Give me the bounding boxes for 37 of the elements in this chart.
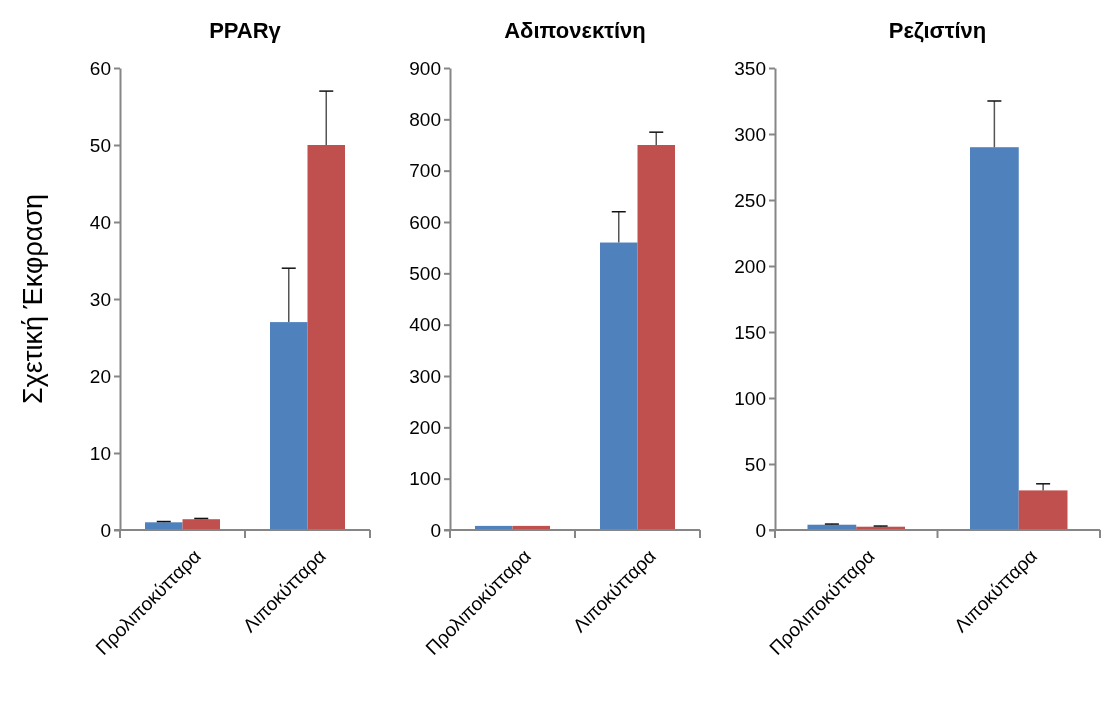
y-tick-label: 350 bbox=[734, 57, 766, 79]
y-tick-label: 300 bbox=[409, 365, 441, 387]
y-tick-label: 50 bbox=[89, 134, 111, 156]
y-tick-label: 300 bbox=[734, 123, 766, 145]
bar bbox=[600, 242, 638, 530]
bar bbox=[307, 145, 345, 530]
y-tick-label: 60 bbox=[89, 57, 111, 79]
bar bbox=[145, 522, 183, 530]
y-tick-label: 150 bbox=[734, 321, 766, 343]
bar bbox=[182, 519, 220, 530]
y-tick-label: 500 bbox=[409, 262, 441, 284]
y-tick-label: 10 bbox=[89, 442, 111, 464]
y-tick-label: 200 bbox=[409, 416, 441, 438]
y-tick-label: 100 bbox=[409, 468, 441, 490]
y-tick-label: 600 bbox=[409, 211, 441, 233]
y-tick-label: 20 bbox=[89, 365, 111, 387]
bar bbox=[270, 322, 308, 530]
chart-title: PPARγ bbox=[209, 18, 282, 43]
bar bbox=[1018, 490, 1068, 530]
y-tick-label: 0 bbox=[755, 519, 766, 541]
chart-title: Αδιπονεκτίνη bbox=[504, 18, 646, 43]
y-tick-label: 30 bbox=[89, 288, 111, 310]
y-tick-label: 700 bbox=[409, 160, 441, 182]
bar bbox=[970, 147, 1019, 530]
y-axis-title: Σχετική Έκφραση bbox=[18, 193, 48, 405]
y-tick-label: 0 bbox=[100, 519, 111, 541]
chart-title: Ρεζιστίνη bbox=[888, 18, 987, 43]
y-tick-label: 200 bbox=[734, 255, 766, 277]
y-tick-label: 250 bbox=[734, 189, 766, 211]
y-tick-label: 800 bbox=[409, 108, 441, 130]
y-tick-label: 0 bbox=[430, 519, 441, 541]
y-tick-label: 400 bbox=[409, 314, 441, 336]
y-tick-label: 900 bbox=[409, 57, 441, 79]
bar bbox=[637, 145, 675, 530]
y-tick-label: 40 bbox=[89, 211, 111, 233]
y-tick-label: 50 bbox=[744, 453, 766, 475]
y-tick-label: 100 bbox=[734, 387, 766, 409]
